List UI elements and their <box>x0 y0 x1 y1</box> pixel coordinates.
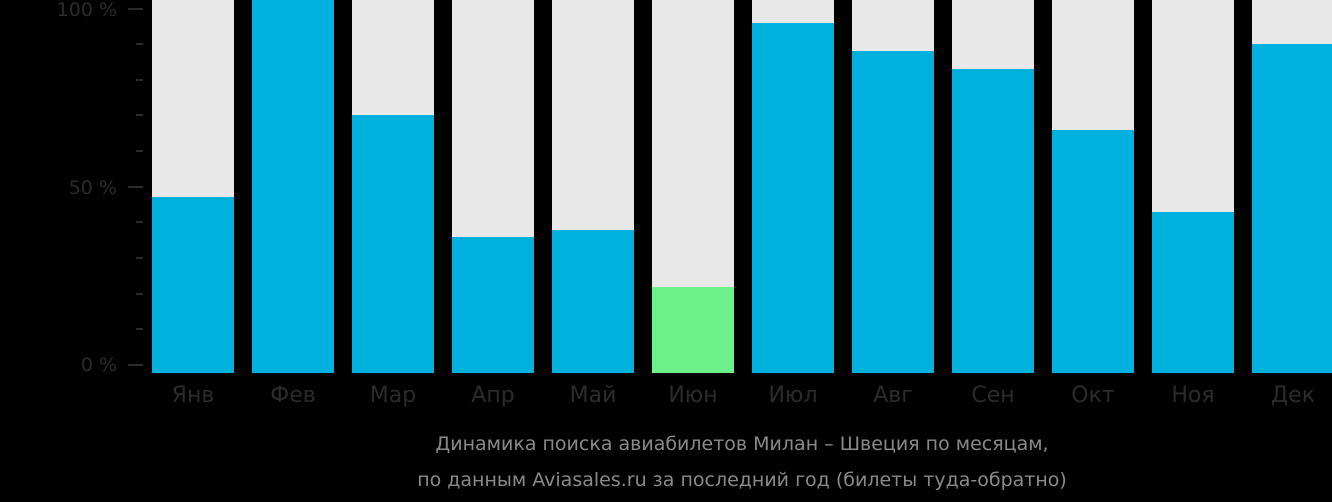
y-tick-label-0: 0 % <box>80 354 117 376</box>
bar-6 <box>652 286 734 373</box>
x-label: Мар <box>369 383 417 408</box>
bar-11 <box>1152 211 1234 373</box>
bar-1 <box>152 197 234 373</box>
bar-12 <box>1252 44 1332 373</box>
y-tick-10 <box>136 328 143 331</box>
x-label: Сен <box>971 383 1015 408</box>
bar-5 <box>552 229 634 373</box>
x-label: Апр <box>471 383 515 408</box>
bar-10 <box>1052 129 1134 373</box>
caption-line-2: по данным Aviasales.ru за последний год … <box>417 469 1067 491</box>
x-label: Окт <box>1071 383 1115 408</box>
x-label: Ноя <box>1171 383 1215 408</box>
bar-4 <box>452 236 534 373</box>
y-tick-100 <box>128 7 143 10</box>
bar-7 <box>752 22 834 373</box>
x-label: Дек <box>1270 383 1315 408</box>
x-label: Май <box>569 383 617 408</box>
bar-2 <box>252 0 334 373</box>
y-tick-label-50: 50 % <box>68 177 117 199</box>
bar-9 <box>952 69 1034 373</box>
y-tick-40 <box>136 221 143 224</box>
y-tick-60 <box>136 150 143 153</box>
x-label: Янв <box>171 383 215 408</box>
x-label: Фев <box>270 383 316 408</box>
y-tick-50 <box>128 185 143 188</box>
y-tick-70 <box>136 114 143 117</box>
y-tick-20 <box>136 292 143 295</box>
y-tick-0 <box>128 364 143 366</box>
y-tick-90 <box>136 43 143 46</box>
y-tick-80 <box>136 78 143 81</box>
x-label: Июл <box>768 383 818 408</box>
x-label: Июн <box>668 383 718 408</box>
y-tick-label-100: 100 % <box>56 0 117 21</box>
y-tick-30 <box>136 257 143 260</box>
bar-8 <box>852 51 934 373</box>
bar-3 <box>352 115 434 373</box>
x-label: Авг <box>873 383 913 408</box>
caption-line-1: Динамика поиска авиабилетов Милан – Швец… <box>435 433 1049 455</box>
